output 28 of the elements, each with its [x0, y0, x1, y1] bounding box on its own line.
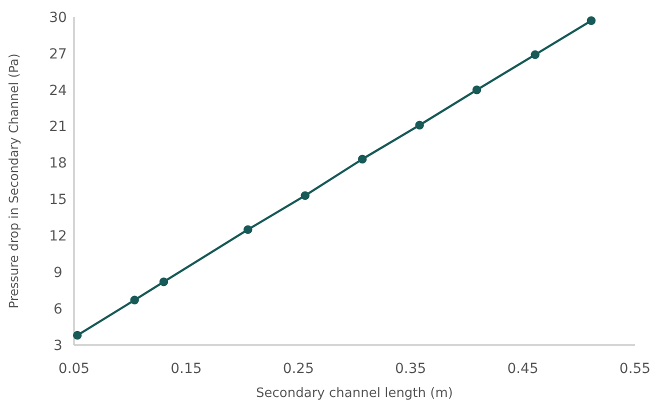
point	[415, 120, 424, 130]
x-tick-label: 0.05	[58, 361, 90, 377]
y-tick-label: 30	[49, 10, 67, 26]
y-tick-label: 21	[49, 119, 67, 136]
x-tick-label: 0.15	[170, 361, 202, 377]
point	[472, 86, 482, 94]
point	[72, 330, 82, 340]
x-tick-label: 0.45	[507, 361, 538, 377]
x-tick-label: 0.25	[282, 361, 314, 377]
x-tick-label: 0.35	[395, 361, 426, 377]
point	[300, 191, 310, 200]
y-tick-label: 3	[54, 338, 62, 354]
y-tick-label: 27	[49, 46, 67, 62]
point	[530, 50, 540, 60]
y-tick-label: 9	[54, 265, 62, 282]
y-tick-label: 6	[54, 301, 63, 318]
point	[244, 225, 252, 234]
x-axis-title: Secondary channel length (m)	[256, 386, 453, 401]
point	[358, 154, 367, 164]
y-axis-title: Pressure drop in Secondary Channel (Pa)	[6, 54, 21, 308]
y-tick-label: 12	[49, 228, 67, 245]
y-tick-label: 15	[49, 192, 67, 208]
y-tick-label: 18	[49, 156, 67, 172]
point	[586, 16, 596, 26]
point	[130, 296, 139, 304]
x-tick-label: 0.55	[619, 361, 651, 377]
point	[159, 277, 168, 286]
y-tick-label: 24	[49, 82, 67, 99]
